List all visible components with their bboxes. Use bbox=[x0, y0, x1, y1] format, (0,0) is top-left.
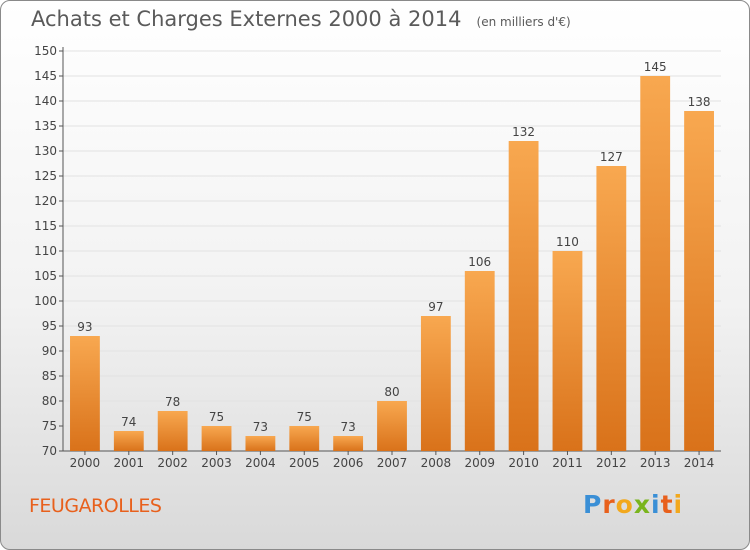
bar-2012 bbox=[596, 166, 627, 451]
x-tick-label: 2003 bbox=[201, 456, 232, 470]
x-tick-label: 2006 bbox=[333, 456, 364, 470]
value-label: 73 bbox=[340, 420, 355, 434]
bar-2001 bbox=[113, 431, 144, 451]
value-label: 78 bbox=[165, 395, 180, 409]
bar-2003 bbox=[201, 426, 232, 451]
value-label: 75 bbox=[209, 410, 224, 424]
y-tick-label: 80 bbox=[42, 394, 57, 408]
logo-letter: t bbox=[660, 490, 674, 519]
x-tick-label: 2009 bbox=[464, 456, 495, 470]
bar-2007 bbox=[377, 401, 407, 451]
value-label: 132 bbox=[512, 125, 535, 139]
x-tick-label: 2005 bbox=[289, 456, 320, 470]
y-tick-label: 90 bbox=[42, 344, 57, 358]
value-label: 145 bbox=[644, 60, 667, 74]
logo-letter: P bbox=[583, 490, 603, 519]
x-tick-label: 2000 bbox=[70, 456, 101, 470]
town-name: FEUGAROLLES bbox=[29, 495, 162, 517]
logo-letter: x bbox=[633, 490, 651, 519]
x-tick-label: 2013 bbox=[640, 456, 671, 470]
bar-2005 bbox=[289, 426, 320, 451]
bar-2009 bbox=[464, 271, 495, 451]
value-label: 106 bbox=[468, 255, 491, 269]
proxiti-logo: Proxiti bbox=[583, 490, 683, 519]
value-label: 93 bbox=[77, 320, 92, 334]
value-label: 75 bbox=[297, 410, 312, 424]
title-block: Achats et Charges Externes 2000 à 2014 (… bbox=[31, 7, 571, 31]
y-tick-label: 115 bbox=[34, 219, 57, 233]
x-tick-label: 2012 bbox=[596, 456, 627, 470]
y-tick-label: 150 bbox=[34, 44, 57, 58]
y-tick-label: 135 bbox=[34, 119, 57, 133]
chart-subtitle: (en milliers d'€) bbox=[476, 15, 571, 29]
value-label: 127 bbox=[600, 150, 623, 164]
x-tick-label: 2007 bbox=[377, 456, 408, 470]
value-label: 73 bbox=[253, 420, 268, 434]
x-tick-label: 2010 bbox=[508, 456, 539, 470]
y-tick-label: 70 bbox=[42, 444, 57, 458]
x-tick-label: 2008 bbox=[421, 456, 452, 470]
bar-2011 bbox=[552, 251, 583, 451]
bar-2008 bbox=[420, 316, 451, 451]
y-tick-label: 125 bbox=[34, 169, 57, 183]
value-label: 74 bbox=[121, 415, 136, 429]
y-tick-label: 100 bbox=[34, 294, 57, 308]
value-label: 138 bbox=[688, 95, 711, 109]
x-tick-label: 2001 bbox=[114, 456, 145, 470]
logo-letter: r bbox=[602, 490, 616, 519]
bar-2000 bbox=[70, 336, 100, 451]
bar-2010 bbox=[508, 141, 539, 451]
y-tick-label: 85 bbox=[42, 369, 57, 383]
bar-2006 bbox=[333, 436, 364, 451]
x-tick-label: 2004 bbox=[245, 456, 276, 470]
y-tick-label: 120 bbox=[34, 194, 57, 208]
chart-title: Achats et Charges Externes 2000 à 2014 bbox=[31, 7, 462, 31]
bar-2002 bbox=[157, 411, 188, 451]
bar-2013 bbox=[640, 76, 671, 451]
x-tick-label: 2002 bbox=[157, 456, 188, 470]
bar-2004 bbox=[245, 436, 276, 451]
x-tick-label: 2011 bbox=[552, 456, 583, 470]
y-tick-label: 105 bbox=[34, 269, 57, 283]
y-tick-label: 130 bbox=[34, 144, 57, 158]
y-tick-label: 110 bbox=[34, 244, 57, 258]
logo-letter: i bbox=[651, 490, 661, 519]
value-labels: 93 74 78 75 73 75 73 80 97 106 132 110 127 145 138 bbox=[77, 60, 710, 434]
value-label: 110 bbox=[556, 235, 579, 249]
y-tick-label: 140 bbox=[34, 94, 57, 108]
y-tick-label: 145 bbox=[34, 69, 57, 83]
logo-letter: i bbox=[673, 490, 684, 519]
bar-2014 bbox=[684, 111, 714, 451]
y-tick-label: 75 bbox=[42, 419, 57, 433]
x-tick-label: 2014 bbox=[684, 456, 715, 470]
logo-letter: o bbox=[615, 490, 634, 519]
value-label: 97 bbox=[428, 300, 443, 314]
value-label: 80 bbox=[384, 385, 399, 399]
bars bbox=[70, 76, 714, 451]
y-tick-label: 95 bbox=[42, 319, 57, 333]
